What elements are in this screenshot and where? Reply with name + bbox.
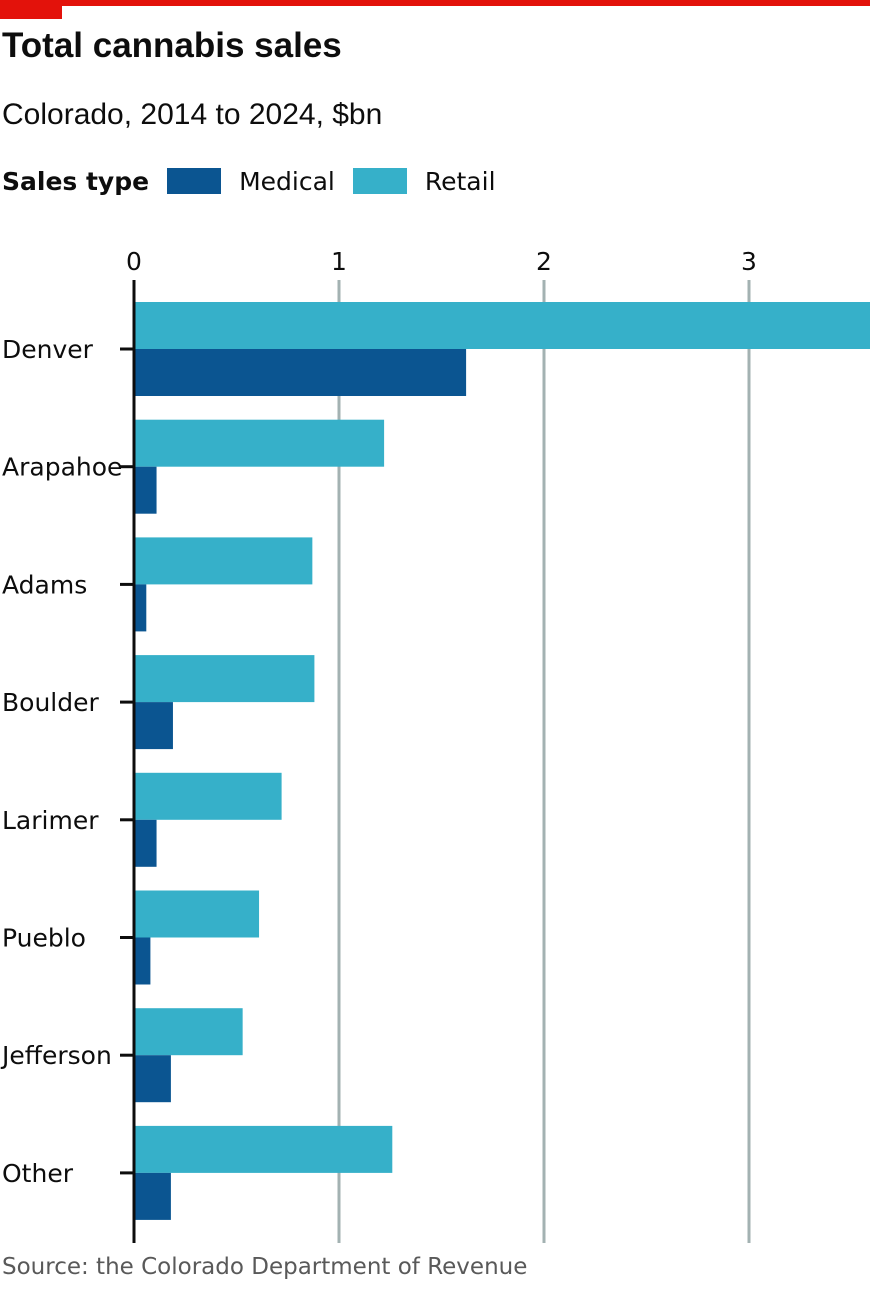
x-tick-label-2: 2 bbox=[536, 247, 552, 276]
legend-title: Sales type bbox=[2, 166, 150, 196]
bar-medical-pueblo bbox=[134, 937, 151, 985]
bar-medical-larimer bbox=[134, 819, 157, 867]
bar-medical-arapahoe bbox=[134, 466, 157, 514]
bar-retail-other bbox=[134, 1125, 393, 1173]
legend-item-retail: Retail bbox=[352, 166, 514, 196]
bar-retail-pueblo bbox=[134, 890, 260, 938]
bar-medical-adams bbox=[134, 584, 147, 632]
x-tick-label-1: 1 bbox=[331, 247, 347, 276]
legend-item-medical: Medical bbox=[167, 167, 353, 196]
category-label-arapahoe: Arapahoe bbox=[2, 453, 122, 482]
bar-medical-jefferson bbox=[134, 1055, 171, 1103]
legend-label-medical: Medical bbox=[239, 166, 335, 196]
source-note: Source: the Colorado Department of Reven… bbox=[2, 1254, 528, 1280]
x-tick-label-3: 3 bbox=[741, 247, 757, 276]
bar-retail-arapahoe bbox=[134, 419, 385, 467]
bar-retail-adams bbox=[134, 537, 313, 585]
bar-retail-denver bbox=[134, 302, 870, 349]
legend-label-retail: Retail bbox=[424, 166, 496, 196]
bar-medical-denver bbox=[134, 349, 467, 396]
bar-medical-boulder bbox=[134, 702, 173, 750]
chart-subtitle: Colorado, 2014 to 2024, $bn bbox=[2, 98, 383, 131]
legend: Sales type Medical Retail bbox=[2, 164, 514, 198]
legend-swatch-medical bbox=[167, 168, 222, 194]
chart-title: Total cannabis sales bbox=[2, 26, 342, 65]
category-label-larimer: Larimer bbox=[2, 806, 99, 835]
category-label-other: Other bbox=[2, 1159, 74, 1188]
category-label-boulder: Boulder bbox=[2, 688, 99, 717]
top-accent-rule bbox=[0, 0, 870, 6]
legend-swatch-retail bbox=[352, 168, 407, 194]
category-label-adams: Adams bbox=[2, 570, 87, 599]
bar-medical-other bbox=[134, 1172, 171, 1220]
bar-retail-jefferson bbox=[134, 1008, 243, 1056]
category-label-denver: Denver bbox=[2, 335, 94, 364]
top-accent-tag bbox=[0, 0, 62, 19]
category-label-pueblo: Pueblo bbox=[2, 924, 86, 953]
x-tick-label-0: 0 bbox=[126, 247, 142, 276]
bar-retail-boulder bbox=[134, 655, 315, 703]
category-label-jefferson: Jefferson bbox=[0, 1041, 112, 1070]
bar-retail-larimer bbox=[134, 772, 282, 820]
